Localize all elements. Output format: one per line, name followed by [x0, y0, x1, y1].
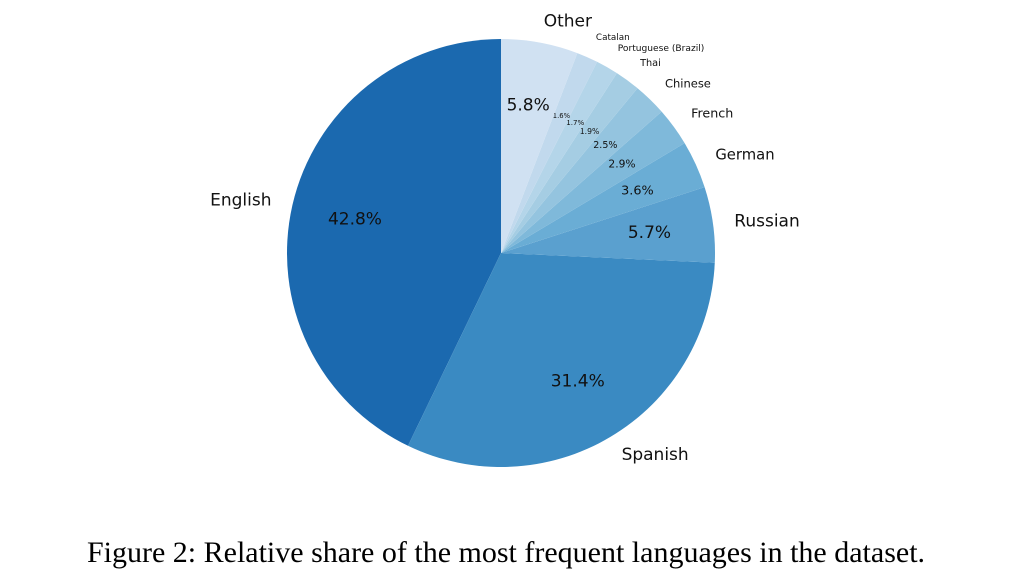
pie-slice — [501, 73, 638, 254]
slice-label: French — [691, 106, 733, 121]
slice-label: Catalan — [596, 33, 630, 43]
pie-slice — [407, 253, 715, 468]
pie-slice — [501, 53, 598, 253]
slice-label: English — [210, 191, 271, 211]
pie-slice — [501, 143, 705, 253]
pie-slice — [501, 88, 662, 253]
slice-label: Chinese — [665, 77, 711, 91]
pct-label: 3.6% — [621, 184, 654, 199]
slice-label: Thai — [639, 58, 661, 69]
pie-slice — [501, 61, 617, 253]
pct-label: 2.9% — [608, 158, 635, 171]
pct-label: 5.7% — [628, 223, 671, 243]
slice-label: Other — [544, 12, 592, 32]
pct-label: 42.8% — [328, 210, 382, 230]
pct-label: 1.6% — [553, 112, 571, 120]
pct-label: 1.7% — [566, 118, 584, 127]
pct-label: 2.5% — [593, 140, 617, 151]
slice-label: Portuguese (Brazil) — [618, 44, 705, 54]
pie-slice — [501, 187, 715, 263]
pie-slice — [501, 39, 578, 253]
caption: Figure 2: Relative share of the most fre… — [87, 536, 925, 569]
pct-label: 5.8% — [507, 96, 550, 116]
pct-label: 1.9% — [580, 127, 600, 136]
pct-label: 31.4% — [551, 372, 605, 392]
slice-label: Spanish — [622, 445, 689, 465]
pie: 42.8% English 31.4% Spanish 5.7% Russian 3.6% G… — [210, 12, 800, 468]
pie-slice — [287, 39, 501, 446]
slice-label: German — [715, 147, 774, 164]
slice-label: Russian — [734, 212, 799, 232]
pie-slice — [501, 111, 685, 254]
